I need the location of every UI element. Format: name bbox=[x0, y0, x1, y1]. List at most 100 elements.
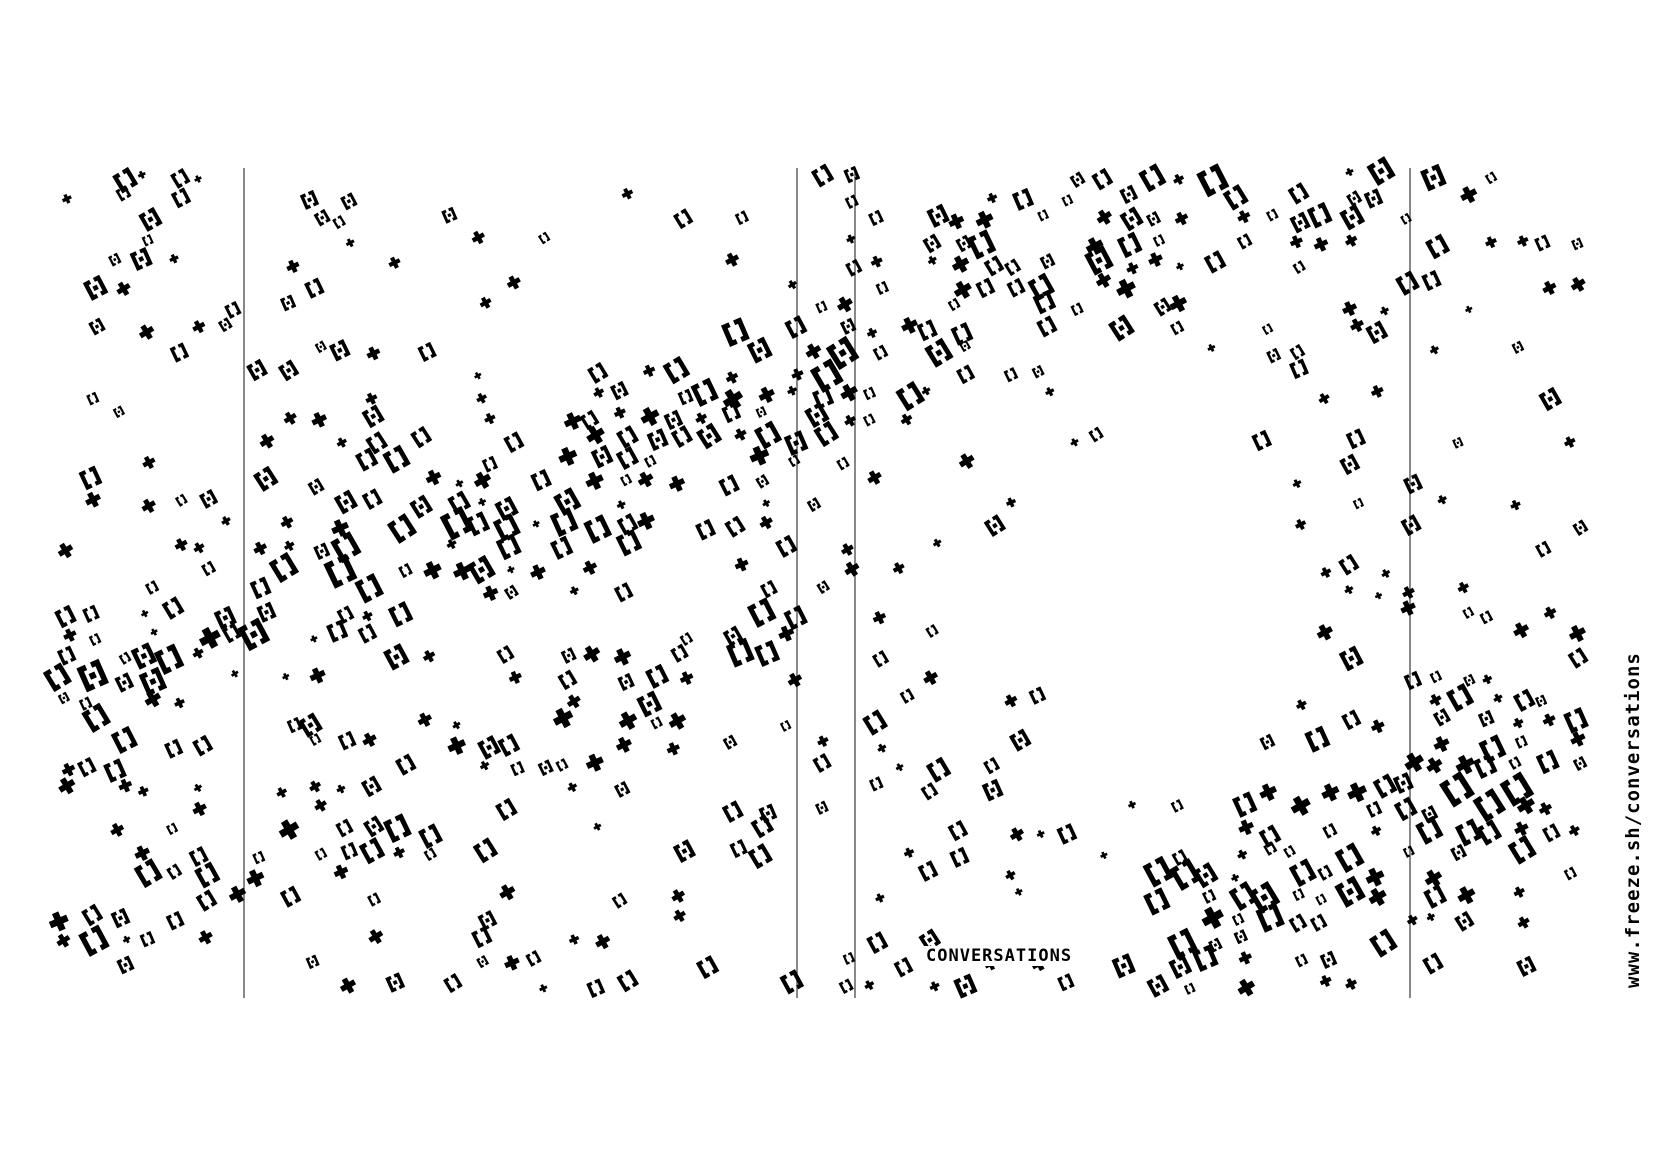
cross-glyph bbox=[259, 433, 275, 449]
bracket-glyph bbox=[163, 738, 184, 759]
cross-glyph bbox=[563, 412, 582, 431]
bracket-glyph bbox=[313, 542, 331, 561]
bracket-glyph bbox=[138, 666, 168, 697]
cross-glyph bbox=[953, 280, 972, 299]
cross-glyph bbox=[1570, 731, 1586, 747]
bracket-glyph bbox=[950, 322, 974, 346]
bracket-glyph bbox=[1003, 367, 1019, 383]
bracket-glyph bbox=[1400, 212, 1412, 225]
bracket-glyph bbox=[975, 277, 996, 299]
bracket-glyph bbox=[695, 422, 723, 450]
cross-glyph bbox=[921, 386, 931, 396]
cross-glyph bbox=[892, 562, 905, 575]
bracket-glyph bbox=[557, 669, 578, 691]
bracket-glyph bbox=[1107, 314, 1136, 342]
bracket-glyph bbox=[1515, 955, 1537, 978]
bracket-glyph bbox=[560, 647, 577, 664]
cross-glyph bbox=[476, 392, 487, 404]
bracket-glyph bbox=[1289, 211, 1311, 234]
cross-glyph bbox=[1429, 693, 1442, 707]
bracket-glyph bbox=[926, 203, 950, 228]
bracket-glyph bbox=[382, 444, 411, 474]
cross-glyph bbox=[446, 539, 457, 550]
bracket-glyph bbox=[1477, 709, 1495, 728]
bracket-glyph bbox=[983, 514, 1007, 538]
cross-glyph bbox=[1516, 235, 1529, 247]
bracket-glyph bbox=[917, 860, 939, 882]
cross-glyph bbox=[1368, 887, 1387, 907]
cross-glyph bbox=[499, 884, 516, 901]
cross-glyph bbox=[388, 256, 401, 269]
bracket-glyph bbox=[1346, 190, 1363, 207]
bracket-glyph bbox=[328, 339, 351, 362]
bracket-glyph bbox=[747, 843, 774, 870]
bracket-glyph bbox=[441, 206, 458, 224]
bracket-glyph bbox=[1036, 315, 1058, 338]
cross-glyph bbox=[787, 280, 797, 290]
bracket-glyph bbox=[1304, 725, 1331, 753]
bracket-glyph bbox=[1032, 289, 1057, 315]
cross-glyph bbox=[1290, 795, 1311, 816]
cross-glyph bbox=[759, 515, 773, 530]
bracket-glyph bbox=[1259, 733, 1276, 751]
bracket-glyph bbox=[636, 690, 663, 718]
bracket-glyph bbox=[1421, 269, 1442, 292]
cross-glyph bbox=[336, 437, 347, 448]
cross-glyph bbox=[345, 238, 355, 248]
bracket-glyph bbox=[237, 617, 271, 652]
cross-glyph bbox=[1259, 783, 1278, 802]
bracket-glyph bbox=[845, 258, 863, 277]
cross-glyph bbox=[1381, 569, 1391, 578]
cross-glyph bbox=[1460, 186, 1478, 204]
bracket-glyph bbox=[108, 252, 122, 267]
cross-glyph bbox=[636, 511, 656, 530]
cross-glyph bbox=[1543, 606, 1557, 620]
cross-glyph bbox=[339, 977, 357, 994]
bracket-glyph bbox=[1403, 670, 1423, 691]
bracket-glyph bbox=[1091, 167, 1114, 191]
bracket-glyph bbox=[467, 554, 496, 585]
bracket-glyph bbox=[615, 425, 640, 449]
bracket-glyph bbox=[1170, 798, 1184, 813]
cross-glyph bbox=[1513, 622, 1530, 639]
cross-glyph bbox=[507, 565, 515, 574]
bracket-glyph bbox=[1567, 647, 1589, 669]
bracket-glyph bbox=[750, 814, 775, 839]
cross-glyph bbox=[1231, 873, 1240, 882]
cross-glyph bbox=[455, 479, 464, 488]
bracket-glyph bbox=[305, 954, 320, 970]
cross-glyph bbox=[1292, 479, 1302, 489]
cross-glyph bbox=[314, 799, 327, 812]
bracket-glyph bbox=[1309, 913, 1328, 932]
bracket-glyph bbox=[1472, 753, 1498, 779]
cross-glyph bbox=[228, 885, 247, 903]
bracket-glyph bbox=[525, 949, 542, 967]
bracket-glyph bbox=[1538, 386, 1563, 412]
cross-glyph bbox=[583, 645, 601, 663]
cross-glyph bbox=[1404, 752, 1425, 773]
cross-glyph bbox=[1513, 886, 1525, 898]
cross-glyph bbox=[1516, 796, 1536, 815]
cross-glyph bbox=[951, 255, 970, 273]
bracket-glyph bbox=[644, 663, 670, 689]
cross-glyph bbox=[1379, 306, 1390, 316]
cross-glyph bbox=[1570, 276, 1586, 292]
bracket-glyph bbox=[774, 534, 798, 558]
cross-glyph bbox=[1568, 824, 1580, 837]
cross-glyph bbox=[58, 777, 76, 795]
bracket-glyph bbox=[981, 778, 1004, 802]
bracket-glyph bbox=[277, 359, 300, 382]
bracket-glyph bbox=[838, 978, 854, 995]
bracket-glyph bbox=[862, 709, 889, 736]
bracket-glyph bbox=[983, 255, 1005, 277]
bracket-glyph bbox=[836, 456, 850, 471]
bracket-glyph bbox=[188, 845, 209, 868]
cross-glyph bbox=[671, 889, 686, 903]
bracket-glyph bbox=[1365, 800, 1383, 818]
cross-glyph bbox=[927, 255, 937, 265]
bracket-glyph bbox=[899, 688, 915, 704]
bracket-glyph bbox=[1145, 211, 1162, 227]
bracket-glyph bbox=[590, 444, 614, 469]
cross-glyph bbox=[877, 743, 887, 753]
bracket-glyph bbox=[815, 300, 828, 314]
